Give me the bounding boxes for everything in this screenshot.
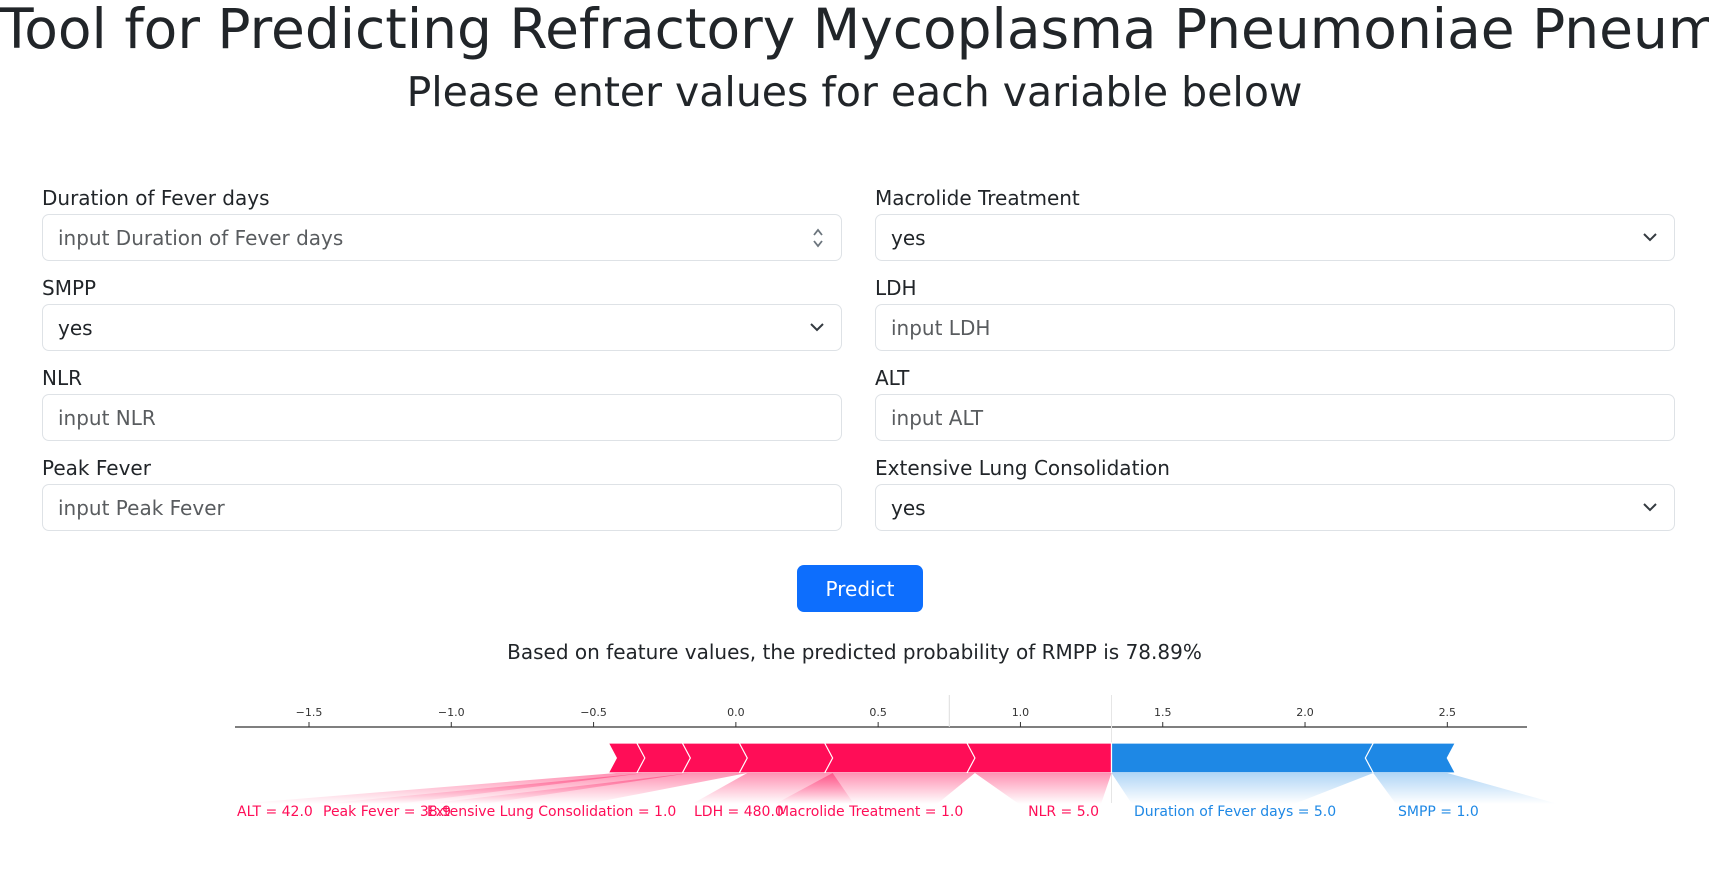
label-connector bbox=[425, 773, 748, 804]
lung-consolidation-field: Extensive Lung Consolidation yes bbox=[875, 454, 1675, 531]
ldh-input[interactable]: input LDH bbox=[875, 304, 1675, 351]
nlr-label: NLR bbox=[42, 366, 82, 390]
positive-feature-label: NLR = 5.0 bbox=[1028, 804, 1099, 820]
macrolide-label: Macrolide Treatment bbox=[875, 186, 1080, 210]
nlr-input[interactable]: input NLR bbox=[42, 394, 842, 441]
ldh-label: LDH bbox=[875, 276, 917, 300]
alt-placeholder: input ALT bbox=[891, 405, 984, 430]
x-tick-label: 1.5 bbox=[1154, 706, 1172, 719]
smpp-selected-value: yes bbox=[58, 315, 93, 340]
x-tick-label: 2.0 bbox=[1296, 706, 1314, 719]
duration-fever-field: Duration of Fever days input Duration of… bbox=[42, 184, 842, 261]
macrolide-field: Macrolide Treatment yes bbox=[875, 184, 1675, 261]
predict-button[interactable]: Predict bbox=[797, 565, 923, 612]
peak-fever-placeholder: input Peak Fever bbox=[58, 495, 225, 520]
positive-feature-label: Extensive Lung Consolidation = 1.0 bbox=[427, 804, 676, 820]
x-tick-label: 2.5 bbox=[1439, 706, 1457, 719]
positive-bar-segment bbox=[823, 742, 984, 774]
alt-label: ALT bbox=[875, 366, 910, 390]
spinner-arrows-icon[interactable] bbox=[811, 226, 825, 250]
alt-field: ALT input ALT bbox=[875, 364, 1675, 441]
label-connector bbox=[1111, 773, 1374, 804]
x-tick-label: 0.5 bbox=[869, 706, 887, 719]
chevron-down-icon bbox=[1643, 503, 1657, 512]
ldh-field: LDH input LDH bbox=[875, 274, 1675, 351]
chevron-down-icon bbox=[1643, 233, 1657, 242]
x-tick-label: −1.5 bbox=[296, 706, 323, 719]
lung-consolidation-select[interactable]: yes bbox=[875, 484, 1675, 531]
ldh-placeholder: input LDH bbox=[891, 315, 991, 340]
x-tick-label: −1.0 bbox=[438, 706, 465, 719]
chevron-down-icon bbox=[810, 323, 824, 332]
positive-feature-label: Macrolide Treatment = 1.0 bbox=[777, 804, 963, 820]
smpp-select[interactable]: yes bbox=[42, 304, 842, 351]
smpp-label: SMPP bbox=[42, 276, 97, 300]
peak-fever-field: Peak Fever input Peak Fever bbox=[42, 454, 842, 531]
peak-fever-label: Peak Fever bbox=[42, 456, 151, 480]
nlr-placeholder: input NLR bbox=[58, 405, 156, 430]
lung-consolidation-label: Extensive Lung Consolidation bbox=[875, 456, 1170, 480]
smpp-field: SMPP yes bbox=[42, 274, 842, 351]
page-subtitle: Please enter values for each variable be… bbox=[406, 68, 1303, 116]
positive-bar-segment bbox=[965, 742, 1113, 774]
negative-bar-segment bbox=[1110, 742, 1383, 774]
lung-consolidation-selected-value: yes bbox=[891, 495, 926, 520]
duration-fever-label: Duration of Fever days bbox=[42, 186, 270, 210]
negative-feature-label: SMPP = 1.0 bbox=[1398, 804, 1479, 820]
label-connector bbox=[775, 773, 975, 804]
duration-fever-placeholder: input Duration of Fever days bbox=[58, 225, 344, 250]
shap-force-plot: −1.5 −1.0 −0.5 0.0 0.5 1.0 1.5 2.0 2.5 ALT = 42.0… bbox=[235, 695, 1558, 820]
label-connector bbox=[974, 773, 1112, 804]
x-tick-label: −0.5 bbox=[580, 706, 607, 719]
macrolide-selected-value: yes bbox=[891, 225, 926, 250]
prediction-result-text: Based on feature values, the predicted p… bbox=[507, 640, 1202, 664]
x-tick-label: 0.0 bbox=[727, 706, 745, 719]
negative-bar-segment bbox=[1364, 742, 1457, 774]
positive-feature-label: ALT = 42.0 bbox=[237, 804, 313, 820]
peak-fever-input[interactable]: input Peak Fever bbox=[42, 484, 842, 531]
duration-fever-input[interactable]: input Duration of Fever days bbox=[42, 214, 842, 261]
alt-input[interactable]: input ALT bbox=[875, 394, 1675, 441]
positive-bar-segment bbox=[738, 742, 842, 774]
positive-feature-label: Peak Fever = 38.9 bbox=[323, 804, 451, 820]
label-connector bbox=[1373, 773, 1558, 804]
negative-feature-label: Duration of Fever days = 5.0 bbox=[1134, 804, 1336, 820]
positive-feature-label: LDH = 480.0 bbox=[694, 804, 784, 820]
macrolide-select[interactable]: yes bbox=[875, 214, 1675, 261]
label-connector bbox=[321, 773, 691, 804]
page-title: Tool for Predicting Refractory Mycoplasm… bbox=[0, 0, 1709, 61]
label-connector bbox=[235, 773, 645, 804]
x-tick-label: 1.0 bbox=[1012, 706, 1030, 719]
nlr-field: NLR input NLR bbox=[42, 364, 842, 441]
